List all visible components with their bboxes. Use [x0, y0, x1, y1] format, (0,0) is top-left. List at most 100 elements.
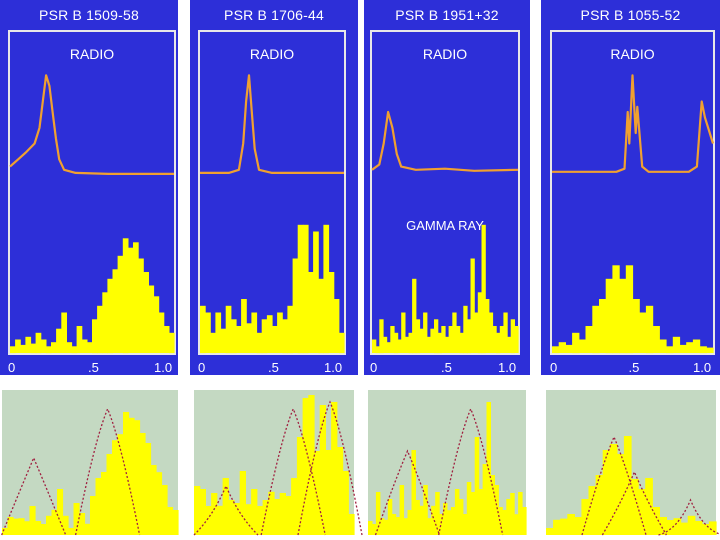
gamma-bar: [323, 224, 330, 354]
gamma-bar: [499, 326, 505, 353]
x-axis-ticks: 0 .5 1.0: [198, 360, 346, 376]
gamma-bar: [437, 332, 442, 354]
composite-bar: [167, 507, 174, 535]
gamma-bar: [474, 312, 479, 353]
composite-bar: [2, 528, 9, 535]
composite-bar: [128, 417, 135, 535]
composite-svg: [368, 402, 527, 536]
gamma-bar: [408, 332, 413, 354]
gamma-bar: [241, 299, 247, 353]
composite-bar: [510, 493, 515, 535]
composite-bar: [24, 521, 31, 535]
gamma-bar: [558, 342, 566, 353]
composite-bar: [423, 485, 428, 535]
composite-bar: [567, 514, 575, 535]
radio-label: RADIO: [610, 46, 655, 62]
composite-bar: [13, 518, 20, 535]
composite-bar: [342, 471, 349, 535]
gamma-bar: [585, 326, 593, 353]
composite-bar: [415, 500, 420, 535]
composite-bar: [708, 521, 717, 535]
x-axis-ticks: 0 .5 1.0: [8, 360, 176, 376]
gamma-bar: [466, 319, 472, 354]
gamma-bar: [225, 305, 232, 354]
gamma-bar: [463, 305, 468, 354]
gamma-bar: [379, 319, 384, 354]
gamma-bar: [287, 305, 294, 354]
gamma-bar: [51, 342, 57, 353]
gamma-bar: [261, 319, 268, 354]
composite-bar: [391, 514, 397, 535]
gamma-bar: [133, 242, 139, 353]
radio-profile-line: [552, 74, 715, 173]
light-curve-svg: [552, 74, 715, 354]
gamma-bar: [605, 278, 613, 354]
composite-bar: [245, 504, 252, 535]
gamma-bar: [514, 326, 519, 353]
gamma-bar: [61, 312, 67, 353]
radio-label: RADIO: [422, 46, 468, 62]
gamma-bar: [419, 328, 424, 353]
composite-bar: [251, 489, 258, 535]
composite-bar: [285, 496, 292, 535]
composite-bar: [546, 528, 554, 535]
gamma-bar: [645, 305, 654, 354]
composite-bar: [427, 518, 432, 535]
gamma-bar: [236, 326, 242, 353]
composite-bar: [139, 433, 146, 535]
gamma-bar: [445, 336, 450, 353]
composite-bar: [150, 465, 157, 535]
gamma-bar: [45, 346, 52, 354]
pulsar-column: PSR B 1509-58 RADIO 0 .5 1.0: [0, 0, 179, 540]
gamma-bar: [158, 312, 165, 353]
gamma-bar: [292, 258, 299, 353]
panel-title: PSR B 1055-52: [580, 7, 681, 23]
panel-title: PSR B 1509-58: [39, 7, 139, 23]
gamma-bar: [297, 224, 304, 354]
composite-bar: [106, 454, 113, 535]
gamma-bar: [686, 342, 694, 353]
gamma-bar: [76, 326, 83, 353]
gamma-bar: [168, 332, 175, 354]
gamma-bar: [507, 336, 512, 353]
plot-frame: [550, 30, 715, 355]
pulsar-column: PSR B 1055-52 RADIO 0 .5 1.0: [541, 0, 720, 540]
radio-label: RADIO: [249, 46, 295, 62]
blue-panel: PSR B 1055-52 RADIO 0 .5 1.0: [541, 0, 720, 375]
composite-bar: [368, 521, 373, 535]
gamma-bar: [272, 326, 278, 353]
composite-bar: [560, 518, 568, 535]
gamma-bar: [485, 299, 490, 353]
gamma-bar: [430, 328, 435, 353]
gamma-bar: [393, 332, 399, 354]
pulsar-column: PSR B 1706-44 RADIO 0 .5 1.0: [190, 0, 363, 540]
composite-bar: [46, 515, 53, 535]
gamma-bar: [71, 346, 78, 354]
gamma-bar: [572, 332, 580, 354]
composite-bar: [205, 506, 212, 535]
composite-bar: [502, 510, 507, 535]
gamma-bar: [25, 336, 32, 353]
composite-bar: [411, 450, 416, 535]
composite-bar: [134, 420, 141, 535]
gamma-bar: [565, 344, 573, 353]
dotted-model-curve: [438, 407, 504, 536]
gamma-bar: [338, 332, 345, 354]
composite-bar: [623, 436, 632, 535]
composite-bar: [439, 514, 444, 535]
composite-bar: [57, 489, 64, 535]
composite-bar: [145, 443, 152, 535]
composite-bar: [336, 447, 344, 535]
composite-bar: [403, 518, 409, 535]
dotted-model-curve: [658, 498, 720, 536]
composite-bar: [616, 454, 625, 535]
gamma-bar: [313, 231, 319, 353]
gamma-bar: [503, 312, 508, 353]
composite-panel: [193, 390, 363, 536]
gamma-bar: [122, 238, 129, 354]
composite-bar: [7, 517, 14, 535]
gamma-bar: [117, 255, 124, 353]
gamma-bar: [412, 278, 417, 354]
composite-bar: [506, 499, 511, 535]
gamma-bar: [210, 332, 216, 354]
